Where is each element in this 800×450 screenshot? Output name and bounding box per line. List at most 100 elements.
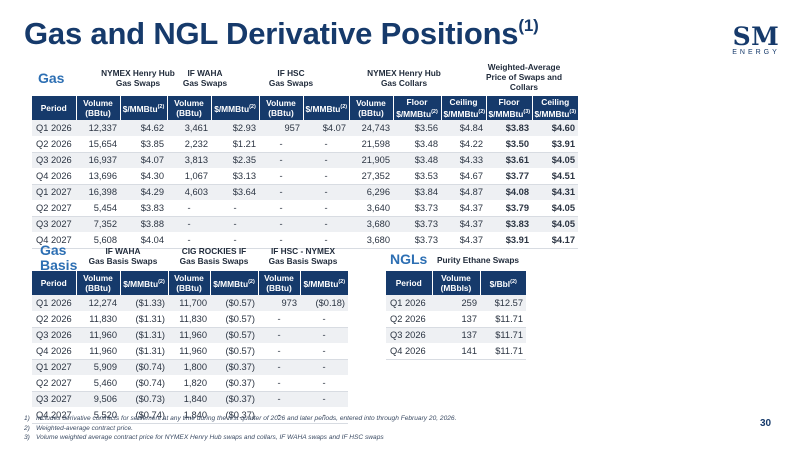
footnote-text: Includes derivative contracts for settle…: [36, 415, 457, 422]
gas-value-cell: $4.08: [486, 184, 532, 200]
gas-value-cell: -: [259, 184, 303, 200]
ngl-col-header: Volume (MBbls): [432, 271, 481, 295]
gas-value-cell: $3.88: [120, 216, 167, 232]
gas-col-header: Period: [32, 96, 77, 120]
footnote-ref: (2): [340, 104, 348, 111]
basis-value-cell: -: [258, 375, 300, 392]
gas-value-cell: 4,603: [167, 184, 211, 200]
footnote-ref: (2): [157, 104, 165, 111]
basis-value-cell: ($0.74): [120, 359, 168, 375]
gas-value-cell: $4.05: [532, 216, 578, 232]
basis-value-cell: ($0.37): [210, 391, 258, 407]
gas-value-cell: 2,232: [167, 136, 211, 153]
footnote-ref: (2): [158, 279, 165, 286]
gas-value-cell: $3.84: [393, 184, 441, 200]
ngl-table-row: Q3 2026 137 $11.71: [386, 327, 526, 343]
gas-table-row: Q3 2027 7,352 $3.88- - - -3,680 $3.73 $4.37 $3.8…: [32, 216, 578, 232]
basis-value-cell: ($1.31): [120, 311, 168, 328]
gas-value-cell: 16,937: [76, 152, 120, 168]
basis-table-row: Q4 2026 11,960 ($1.31) 11,960 ($0.57) - -: [32, 343, 348, 360]
basis-value-cell: -: [300, 327, 348, 343]
gas-value-cell: $3.83: [120, 200, 167, 217]
footnote-ref: (2): [478, 109, 486, 116]
gas-value-cell: $4.37: [441, 216, 486, 232]
gas-value-cell: -: [211, 216, 259, 232]
gas-value-cell: 3,680: [349, 216, 393, 232]
basis-group-hsc-nymex: IF HSC - NYMEX Gas Basis Swaps: [256, 246, 350, 266]
gas-value-cell: 24,743: [349, 120, 393, 136]
ngl-group-label: Purity Ethane Swaps: [436, 255, 520, 265]
basis-col-header: Volume (BBtu): [258, 271, 301, 295]
basis-value-cell: ($0.18): [300, 295, 348, 311]
gas-value-cell: $3.73: [393, 200, 441, 217]
basis-value-cell: ($0.57): [210, 343, 258, 360]
footnote-item: 3) Volume weighted average contract price…: [24, 433, 456, 443]
basis-value-cell: 1,840: [168, 391, 210, 407]
basis-period-cell: Q2 2027: [32, 375, 76, 392]
gas-value-cell: -: [303, 200, 349, 217]
gas-group-label: IF WAHA Gas Swaps: [182, 68, 228, 88]
gas-col-header: Volume (BBtu): [349, 96, 394, 120]
gas-value-cell: 5,608: [76, 232, 120, 249]
basis-period-cell: Q4 2027: [32, 407, 76, 424]
gas-value-cell: 16,398: [76, 184, 120, 200]
gas-group-weighted-average: Weighted-Average Price of Swaps and Collar…: [470, 62, 578, 92]
ngl-table-row: Q2 2026 137 $11.71: [386, 311, 526, 328]
basis-col-header: $/MMBtu(2): [300, 271, 348, 295]
company-logo: SM ENERGY: [726, 24, 786, 56]
gas-value-cell: -: [303, 232, 349, 249]
basis-value-cell: 9,506: [76, 391, 120, 407]
footnote-ref: (2): [510, 279, 517, 286]
gas-value-cell: $1.21: [211, 136, 259, 153]
basis-value-cell: 12,274: [76, 295, 120, 311]
gas-value-cell: $4.22: [441, 136, 486, 153]
basis-group-cig-rockies: CIG ROCKIES IF Gas Basis Swaps: [168, 246, 260, 266]
gas-header-row: Period Volume (BBtu) $/MMBtu(2) Volume (BBtu)…: [32, 96, 578, 120]
basis-value-cell: 11,960: [168, 343, 210, 360]
basis-value-cell: ($0.73): [120, 391, 168, 407]
basis-col-header: $/MMBtu(2): [120, 271, 169, 295]
gas-table-row: Q1 2027 16,398 $4.29 4,603 $3.64- -6,296 $3.84…: [32, 184, 578, 200]
gas-value-cell: 3,680: [349, 232, 393, 249]
gas-value-cell: $4.31: [532, 184, 578, 200]
gas-col-header: Floor $/MMBtu(3): [486, 96, 533, 120]
gas-value-cell: $3.91: [486, 232, 532, 249]
basis-group-label: IF WAHA Gas Basis Swaps: [88, 246, 158, 266]
basis-table-row: Q1 2026 12,274 ($1.33) 11,700 ($0.57) 973 ($0.…: [32, 295, 348, 311]
basis-col-header: Volume (BBtu): [76, 271, 121, 295]
gas-value-cell: $3.50: [486, 136, 532, 153]
basis-col-header: Period: [32, 271, 77, 295]
basis-value-cell: -: [300, 311, 348, 328]
basis-value-cell: 5,520: [76, 407, 120, 424]
footnote-ref: (2): [338, 279, 346, 286]
footnote-item: 2) Weighted-average contract price.: [24, 424, 456, 434]
gas-value-cell: 957: [259, 120, 303, 136]
footnote-number: 2): [24, 424, 30, 432]
ngl-period-cell: Q1 2026: [386, 295, 432, 311]
gas-value-cell: 12,337: [76, 120, 120, 136]
ngl-col-header: Period: [386, 271, 433, 295]
footnote-number: 3): [24, 434, 30, 441]
basis-period-cell: Q1 2027: [32, 359, 76, 375]
gas-value-cell: $4.84: [441, 120, 486, 136]
ngls-section-label: NGLs: [390, 251, 428, 267]
gas-col-header: Volume (BBtu): [167, 96, 212, 120]
gas-value-cell: $4.51: [532, 168, 578, 185]
footnote-text: Weighted-average contract price.: [36, 424, 134, 432]
gas-value-cell: 21,598: [349, 136, 393, 153]
page-title-text: Gas and NGL Derivative Positions: [24, 16, 519, 51]
gas-period-cell: Q3 2027: [32, 216, 76, 232]
ngl-value-cell: $12.57: [480, 295, 526, 311]
gas-value-cell: $4.07: [120, 152, 167, 168]
basis-table-body: Q1 2026 12,274 ($1.33) 11,700 ($0.57) 973 ($0.…: [32, 295, 348, 424]
basis-group-label: IF HSC - NYMEX Gas Basis Swaps: [268, 246, 338, 266]
ngl-value-cell: 137: [432, 327, 480, 343]
gas-value-cell: -: [303, 152, 349, 168]
gas-value-cell: $4.04: [120, 232, 167, 249]
basis-value-cell: ($0.74): [120, 375, 168, 392]
gas-value-cell: -: [211, 200, 259, 217]
basis-value-cell: 1,800: [168, 359, 210, 375]
footnote-ref: (3): [569, 109, 577, 116]
gas-col-header: $/MMBtu(2): [303, 96, 350, 120]
basis-value-cell: 11,830: [168, 311, 210, 328]
